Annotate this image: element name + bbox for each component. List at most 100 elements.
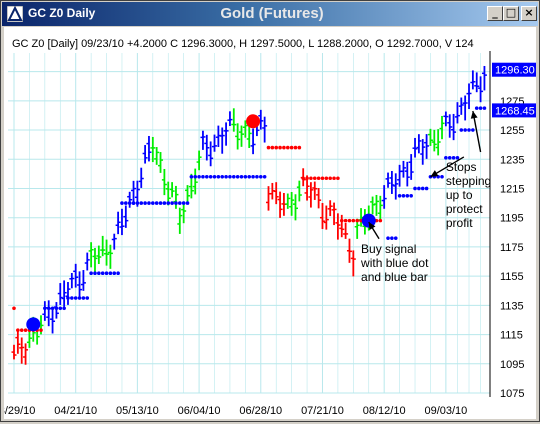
price-bar bbox=[412, 137, 418, 158]
chart-area[interactable]: 1075 1095 1115 1135 1155 1175 1195 1215 1235 1255… bbox=[0, 27, 536, 419]
price-bar bbox=[424, 134, 430, 159]
price-marker-label: 1268.45 bbox=[495, 105, 535, 117]
stop-dot bbox=[112, 271, 117, 276]
price-bar bbox=[312, 181, 318, 200]
stop-dot bbox=[50, 306, 55, 311]
stop-dot bbox=[85, 296, 90, 300]
price-bar bbox=[177, 207, 183, 234]
price-bar bbox=[212, 134, 218, 152]
stop-dot bbox=[212, 174, 217, 179]
title-bar[interactable]: GC Z0 Daily Gold (Futures) _ □ × bbox=[2, 2, 538, 26]
price-bar bbox=[138, 167, 144, 188]
stop-dot bbox=[278, 145, 282, 150]
minimize-button[interactable]: _ bbox=[487, 6, 503, 21]
stop-dot bbox=[320, 176, 325, 181]
stop-dot bbox=[467, 128, 471, 132]
price-bar bbox=[262, 116, 268, 143]
stop-dot bbox=[58, 306, 63, 311]
stop-dot bbox=[23, 328, 28, 332]
y-tick-label: 1215 bbox=[500, 183, 524, 195]
stop-dot bbox=[143, 201, 147, 205]
maximize-button[interactable]: □ bbox=[503, 6, 519, 21]
stop-dot bbox=[197, 174, 201, 179]
chart-header: GC Z0 [Daily] 09/23/10 +4.2000 C 1296.30… bbox=[12, 38, 474, 50]
price-bar bbox=[73, 263, 79, 288]
stop-dot bbox=[39, 328, 43, 332]
stop-dot bbox=[224, 174, 228, 179]
stop-dot bbox=[216, 174, 221, 179]
price-bar bbox=[69, 272, 75, 289]
x-tick-label: 07/21/10 bbox=[301, 405, 344, 417]
price-bar bbox=[458, 97, 464, 115]
stop-dot bbox=[170, 201, 174, 205]
price-bar bbox=[235, 123, 241, 150]
price-bar bbox=[246, 123, 252, 148]
stop-dot bbox=[77, 296, 82, 300]
annotation-text: and blue bar bbox=[361, 270, 428, 284]
stop-dot bbox=[274, 145, 279, 150]
price-bar bbox=[123, 205, 129, 228]
stop-dot bbox=[12, 306, 16, 311]
annotation-text: stepping bbox=[446, 174, 491, 188]
price-bar bbox=[265, 186, 271, 211]
stop-dot bbox=[444, 156, 448, 160]
annotation-text: Buy signal bbox=[361, 242, 416, 256]
stop-dot bbox=[89, 271, 93, 276]
stop-dot bbox=[81, 296, 86, 300]
y-tick-label: 1075 bbox=[500, 388, 524, 400]
price-bar bbox=[61, 280, 67, 307]
stop-dot bbox=[332, 176, 336, 181]
stop-dot bbox=[70, 296, 74, 300]
price-bar bbox=[77, 271, 83, 298]
price-bar bbox=[239, 125, 245, 147]
price-bar bbox=[420, 139, 426, 165]
stop-dot bbox=[393, 236, 398, 240]
price-bar bbox=[427, 128, 433, 146]
price-bar bbox=[478, 76, 484, 103]
price-bar bbox=[53, 302, 59, 319]
price-bar bbox=[285, 193, 291, 209]
price-bar bbox=[331, 202, 337, 226]
price-bar bbox=[350, 250, 356, 277]
price-bar bbox=[208, 141, 214, 167]
price-bar bbox=[173, 185, 179, 209]
price-bar bbox=[11, 344, 17, 360]
stop-dot bbox=[324, 176, 329, 181]
stop-dot bbox=[235, 174, 240, 179]
price-marker-box bbox=[492, 62, 536, 77]
stop-dot bbox=[239, 174, 244, 179]
price-bar bbox=[447, 114, 453, 138]
arrow-head bbox=[430, 170, 439, 177]
y-tick-label: 1195 bbox=[500, 213, 524, 225]
price-bar bbox=[474, 72, 480, 93]
price-bar bbox=[316, 188, 322, 209]
stop-dot bbox=[19, 328, 24, 332]
y-tick-label: 1175 bbox=[500, 242, 524, 254]
price-bar bbox=[80, 270, 86, 291]
stop-dot bbox=[62, 306, 66, 311]
stop-dot bbox=[390, 236, 394, 240]
price-bar bbox=[196, 150, 202, 171]
stop-dot bbox=[297, 145, 302, 150]
price-chart[interactable]: 1075 1095 1115 1135 1155 1175 1195 1215 1235 1255… bbox=[0, 27, 536, 419]
stop-dot bbox=[127, 201, 132, 205]
price-bar bbox=[451, 113, 457, 141]
price-bar bbox=[158, 152, 164, 173]
stop-dot bbox=[482, 106, 487, 110]
y-tick-label: 1155 bbox=[500, 271, 524, 283]
stop-dot bbox=[316, 176, 321, 181]
stop-dot bbox=[305, 176, 309, 181]
price-bar bbox=[454, 102, 460, 124]
stop-dot bbox=[347, 218, 352, 223]
window-title: GC Z0 Daily bbox=[28, 6, 96, 20]
stop-dot bbox=[289, 145, 294, 150]
price-bar bbox=[404, 161, 410, 187]
stop-dot bbox=[201, 174, 205, 179]
price-bar bbox=[462, 95, 468, 121]
stop-dot bbox=[139, 201, 144, 205]
close-button[interactable]: × bbox=[521, 6, 537, 21]
x-tick-label: 04/21/10 bbox=[54, 405, 97, 417]
price-bar bbox=[23, 343, 29, 365]
price-bar bbox=[308, 182, 314, 208]
stop-dot bbox=[124, 201, 128, 205]
